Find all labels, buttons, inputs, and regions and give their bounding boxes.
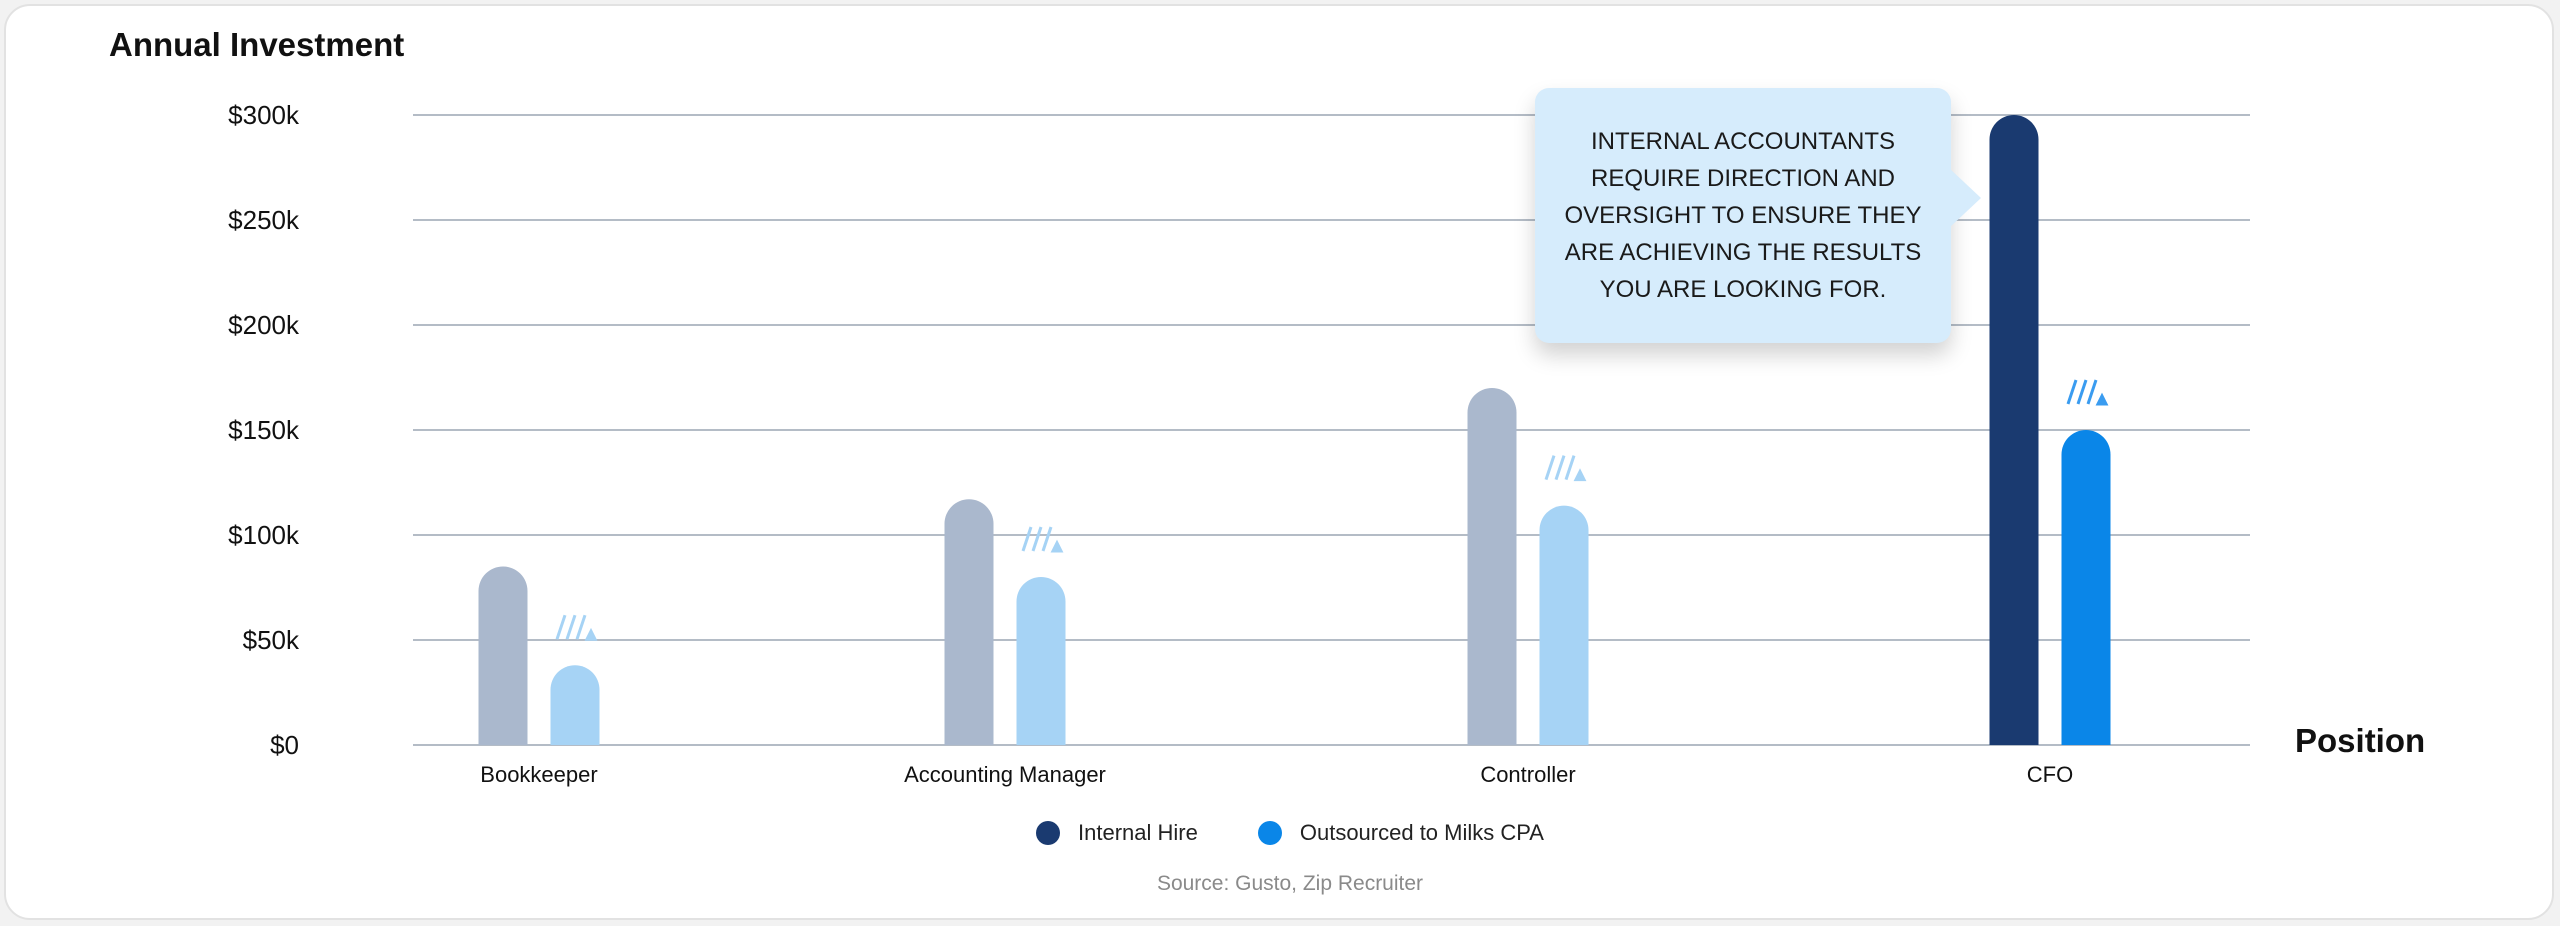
bar-outsourced[interactable]	[1539, 505, 1589, 745]
y-tick-label: $150k	[228, 415, 300, 445]
y-tick-label: $300k	[228, 100, 300, 130]
bar-internal[interactable]	[944, 499, 994, 745]
hatch-icon	[1544, 455, 1587, 482]
y-tick-label: $250k	[228, 205, 300, 235]
x-tick-label: Bookkeeper	[480, 762, 597, 787]
legend-swatch	[1257, 821, 1282, 845]
y-tick-label: $100k	[228, 520, 300, 550]
annotation-callout: INTERNAL ACCOUNTANTS REQUIRE DIRECTION A…	[1535, 88, 1981, 343]
bar-internal[interactable]	[1989, 114, 2039, 745]
annotation-text: INTERNAL ACCOUNTANTS REQUIRE DIRECTION A…	[1564, 128, 1922, 303]
y-tick-label: $50k	[243, 625, 300, 655]
legend-swatch	[1036, 821, 1061, 845]
bar-internal[interactable]	[1467, 388, 1517, 745]
legend-item-internal[interactable]: Internal Hire	[1036, 820, 1198, 846]
legend-label: Internal Hire	[1078, 820, 1198, 845]
legend: Internal Hire Outsourced to Milks CPA	[0, 820, 2560, 846]
y-axis-title: Annual Investment	[109, 26, 405, 63]
hatch-icon	[1021, 526, 1064, 553]
x-tick-label: Accounting Manager	[904, 762, 1106, 787]
y-tick-label: $200k	[228, 310, 300, 340]
legend-item-outsourced[interactable]: Outsourced to Milks CPA	[1257, 820, 1544, 846]
bar-outsourced[interactable]	[550, 665, 600, 745]
y-tick-label: $0	[270, 730, 299, 760]
hatch-icon	[2066, 379, 2109, 406]
bar-outsourced[interactable]	[1016, 577, 1066, 745]
hatch-icon	[555, 614, 598, 641]
x-axis-title: Position	[2295, 722, 2426, 759]
source-note: Source: Gusto, Zip Recruiter	[1156, 872, 1424, 895]
x-tick-label: CFO	[2027, 762, 2073, 787]
bar-internal[interactable]	[478, 566, 528, 746]
bar-outsourced[interactable]	[2061, 429, 2111, 745]
x-tick-label: Controller	[1480, 762, 1575, 787]
legend-label: Outsourced to Milks CPA	[1299, 820, 1544, 845]
chart-card	[4, 4, 2554, 920]
